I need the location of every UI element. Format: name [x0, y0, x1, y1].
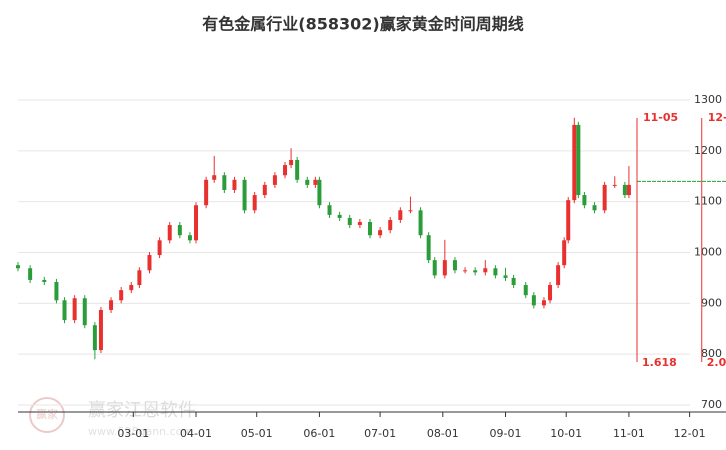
y-tick-label: 900	[701, 296, 722, 309]
candle-body	[157, 240, 162, 256]
y-tick-label: 1000	[694, 246, 722, 259]
watermark-logo	[29, 397, 65, 433]
candle-body	[582, 195, 587, 206]
candle-body	[204, 179, 209, 206]
candle-body	[129, 285, 134, 291]
candle-body	[289, 159, 294, 166]
candle-body	[272, 175, 277, 185]
candle-body	[483, 268, 488, 273]
candle-body	[295, 159, 300, 180]
x-tick-label: 04-01	[180, 427, 212, 440]
candle-body	[566, 200, 571, 241]
candle-body	[16, 265, 20, 269]
candle-body	[177, 225, 182, 236]
candle-body	[626, 184, 631, 196]
y-tick-label: 1100	[694, 195, 722, 208]
candle-body	[378, 230, 383, 236]
candle-body	[28, 268, 33, 280]
y-tick-label: 1200	[694, 144, 722, 157]
candle-body	[212, 175, 217, 180]
x-tick-label: 08-01	[427, 427, 459, 440]
candle-body	[622, 184, 627, 196]
time-line-ratio: 2.0	[707, 356, 726, 369]
candle-body	[194, 205, 199, 241]
candle-body	[463, 270, 468, 272]
candle-body	[137, 270, 142, 286]
candle-body	[54, 281, 59, 301]
candle-body	[556, 265, 561, 286]
chart-title: 有色金属行业(858302)赢家黄金时间周期线	[202, 15, 523, 34]
candle-body	[388, 219, 393, 231]
candle-body	[98, 309, 103, 351]
candle-body	[548, 285, 553, 301]
candle-body	[62, 300, 67, 321]
candle-body	[612, 184, 617, 186]
candle-body	[426, 235, 431, 261]
x-tick-label: 05-01	[241, 427, 273, 440]
candle-body	[147, 255, 152, 271]
candle-body	[576, 124, 581, 196]
candle-body	[442, 260, 447, 276]
candle-body	[167, 225, 172, 241]
candle-body	[562, 240, 567, 266]
candle-body	[541, 300, 546, 306]
candle-body	[398, 210, 403, 220]
candle-body	[503, 275, 508, 278]
candle-body	[313, 179, 318, 185]
candle-body	[367, 222, 372, 236]
candle-body	[602, 184, 607, 211]
candle-body	[252, 195, 257, 211]
candle-body	[232, 179, 237, 190]
candle-body	[109, 300, 114, 310]
candle-body	[592, 205, 597, 211]
candle-body	[493, 268, 498, 276]
candle-body	[327, 205, 332, 215]
candle-body	[473, 270, 478, 273]
candle-body	[317, 179, 322, 206]
candle-body	[187, 235, 192, 241]
candle-body	[283, 165, 288, 176]
candle-body	[262, 184, 267, 196]
watermark-url: www.598gann.com	[88, 425, 193, 438]
watermark-logo-text: 赢家	[36, 407, 58, 421]
x-tick-label: 03-01	[117, 427, 149, 440]
candle-body	[408, 210, 413, 212]
candle-body	[347, 217, 352, 226]
candle-body	[523, 285, 528, 296]
candle-body	[92, 325, 97, 351]
y-tick-label: 1300	[694, 93, 722, 106]
watermark-name: 赢家江恩软件	[88, 399, 196, 421]
candle-body	[337, 214, 342, 218]
candle-body	[531, 295, 536, 306]
x-tick-label: 12-01	[674, 427, 706, 440]
x-tick-label: 06-01	[303, 427, 335, 440]
candle-body	[305, 179, 310, 185]
candle-body	[82, 298, 87, 326]
candle-body	[357, 222, 362, 226]
watermark: 赢家 赢家江恩软件 www.598gann.com	[29, 397, 196, 438]
time-line-label: 12-0	[708, 111, 726, 124]
candle-body	[511, 277, 516, 286]
candle-body	[242, 179, 247, 211]
candle-body	[42, 279, 47, 282]
candle-body	[432, 260, 437, 276]
candle-body	[452, 260, 457, 271]
time-line-ratio: 1.618	[642, 356, 677, 369]
candle-body	[418, 210, 423, 236]
time-line-label: 11-05	[643, 111, 678, 124]
y-tick-label: 800	[701, 347, 722, 360]
x-tick-label: 09-01	[490, 427, 522, 440]
candle-body	[572, 124, 577, 201]
x-tick-label: 07-01	[364, 427, 396, 440]
y-tick-label: 700	[701, 398, 722, 411]
x-tick-label: 11-01	[613, 427, 645, 440]
x-tick-label: 10-01	[550, 427, 582, 440]
candle-body	[119, 290, 124, 301]
candle-body	[222, 175, 227, 190]
candle-body	[72, 298, 77, 321]
